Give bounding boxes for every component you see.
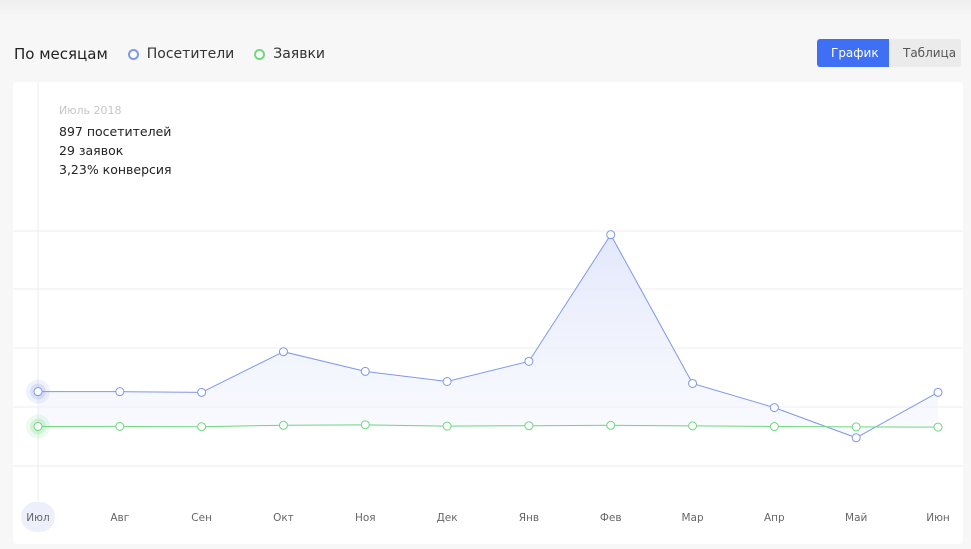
x-tick-label-11: Июн — [926, 512, 950, 524]
visitors-point-11 — [933, 387, 943, 397]
x-tick-label-10: Май — [845, 512, 867, 524]
x-tick-label-7: Фев — [600, 512, 622, 524]
visitors-point-6 — [524, 356, 534, 366]
visitors-point-3 — [278, 347, 288, 357]
leads-point-4 — [360, 420, 370, 430]
visitors-point-7 — [606, 230, 616, 240]
selected-month-pill — [21, 502, 55, 532]
leads-point-8 — [688, 421, 698, 431]
x-tick-label-0: Июл — [26, 512, 49, 524]
leads-point-1 — [115, 421, 125, 431]
legend-dot-leads-icon — [254, 48, 266, 60]
leads-point-6 — [524, 421, 534, 431]
leads-point-3 — [278, 420, 288, 430]
x-tick-label-5: Дек — [437, 512, 458, 524]
legend-item-leads[interactable]: Заявки — [254, 46, 325, 62]
leads-point-9 — [769, 422, 779, 432]
legend-label-leads: Заявки — [273, 46, 326, 62]
legend-dot-visitors-icon — [127, 48, 139, 60]
visitors-point-5 — [442, 376, 452, 386]
chart-card — [13, 82, 963, 544]
legend-label-visitors: Посетители — [146, 46, 235, 62]
visitors-point-2 — [197, 387, 207, 397]
visitors-point-8 — [688, 378, 698, 388]
table-view-button[interactable]: Таблица — [889, 39, 961, 67]
leads-point-7 — [606, 420, 616, 430]
x-tick-label-6: Янв — [519, 512, 539, 524]
x-tick-label-3: Окт — [273, 512, 294, 524]
tooltip-leads: 29 заявок — [59, 143, 124, 158]
tooltip-visitors: 897 посетителей — [59, 124, 172, 139]
visitors-point-1 — [115, 387, 125, 397]
visitors-point-4 — [360, 366, 370, 376]
tooltip-date: Июль 2018 — [59, 104, 122, 117]
visitors-point-0 — [33, 387, 43, 397]
leads-line — [37, 424, 939, 428]
visitors-line — [38, 233, 939, 439]
visitors-point-10 — [851, 433, 861, 443]
top-shade — [0, 0, 971, 20]
chart-tooltip: Июль 2018 897 посетителей 29 заявок 3,23… — [59, 101, 172, 179]
legend-item-visitors[interactable]: Посетители — [127, 46, 235, 62]
visitors-area — [38, 234, 938, 438]
x-tick-label-4: Ноя — [355, 512, 376, 524]
chart-view-button[interactable]: График — [817, 39, 889, 67]
chart-header: По месяцам Посетители Заявки — [14, 40, 961, 68]
x-tick-label-1: Авг — [110, 512, 129, 524]
leads-point-10 — [851, 422, 861, 432]
x-tick-label-2: Сен — [191, 512, 212, 524]
leads-point-2 — [197, 422, 207, 432]
visitors-point-9 — [769, 403, 779, 413]
x-tick-label-8: Мар — [681, 512, 703, 524]
x-tick-label-9: Апр — [764, 512, 785, 524]
leads-point-11 — [933, 422, 943, 432]
leads-point-5 — [442, 421, 452, 431]
view-toggle: График Таблица — [817, 39, 961, 67]
chart-title: По месяцам — [14, 45, 108, 63]
leads-point-0 — [33, 422, 43, 432]
tooltip-conversion: 3,23% конверсия — [59, 162, 172, 177]
